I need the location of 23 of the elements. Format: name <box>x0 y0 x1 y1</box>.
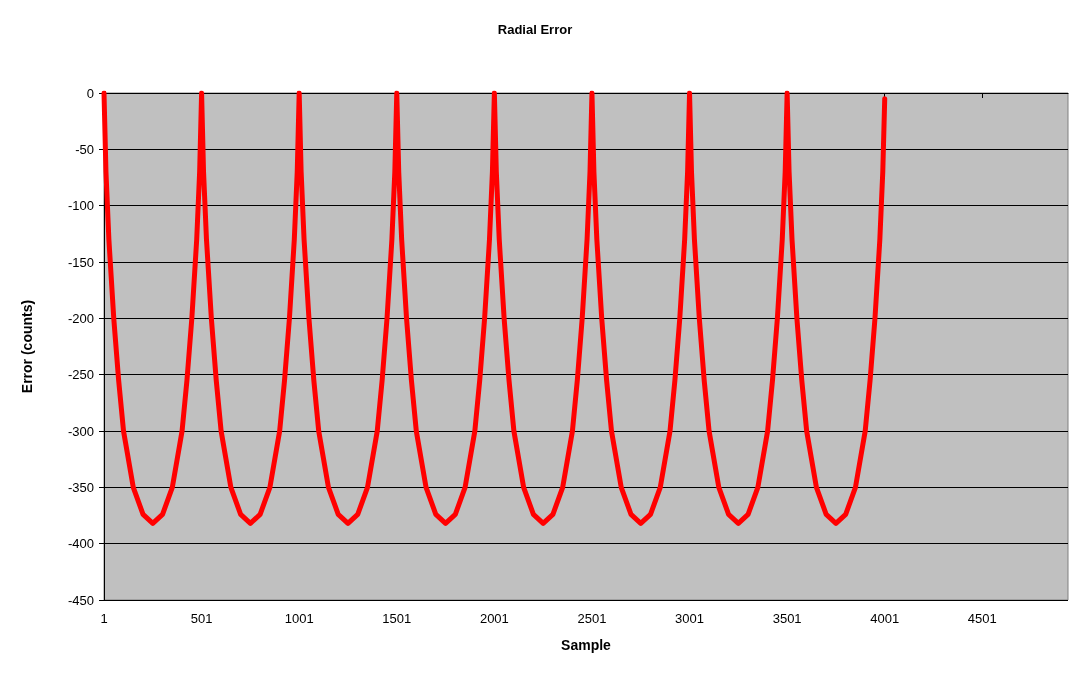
y-tick-label: 0 <box>86 85 94 101</box>
y-tick-label: -150 <box>67 254 94 270</box>
x-axis-title: Sample <box>561 637 612 653</box>
x-tick-label: 501 <box>190 611 213 626</box>
x-tick-label: 4001 <box>870 611 900 626</box>
x-tick-label: 2501 <box>577 611 607 626</box>
y-axis-title: Error (counts) <box>19 299 35 394</box>
x-tick-label: 4501 <box>967 611 997 626</box>
y-tick-label: -400 <box>67 536 94 552</box>
x-tick-label: 2001 <box>479 611 509 626</box>
x-tick-label: 1 <box>100 611 108 626</box>
y-tick-label: -450 <box>67 592 94 608</box>
y-tick-label: -300 <box>67 423 94 439</box>
y-tick-label: -200 <box>67 310 94 326</box>
x-tick-label: 1001 <box>284 611 314 626</box>
y-tick-label: -250 <box>67 367 94 383</box>
y-tick-label: -100 <box>67 198 94 214</box>
y-tick-label: -50 <box>75 141 94 157</box>
chart-title: Radial Error <box>497 22 573 37</box>
y-tick-label: -350 <box>67 479 94 495</box>
x-tick-label: 1501 <box>382 611 412 626</box>
x-tick-label: 3501 <box>772 611 802 626</box>
x-tick-label: 3001 <box>675 611 704 626</box>
